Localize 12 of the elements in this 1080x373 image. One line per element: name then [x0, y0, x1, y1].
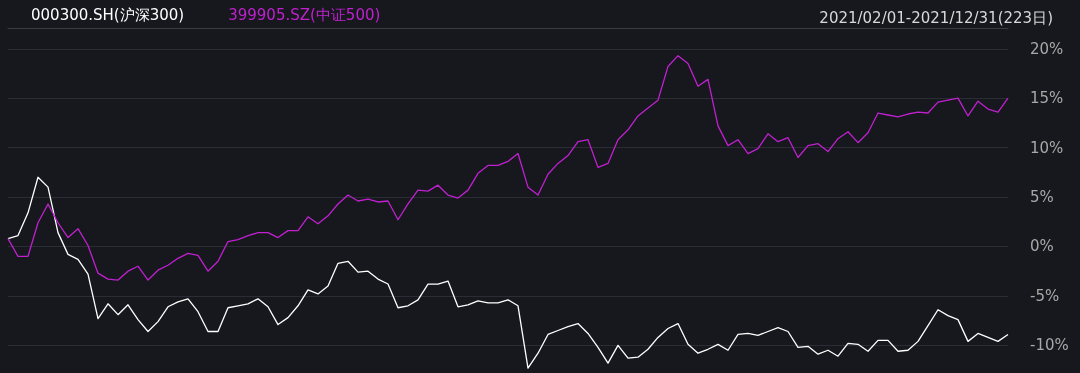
line-series — [7, 176, 1009, 369]
y-tick-label: 0% — [1030, 237, 1054, 256]
y-tick-label: -5% — [1030, 286, 1060, 305]
line-series — [7, 55, 1009, 281]
y-tick-label: 5% — [1030, 188, 1054, 207]
chart-title: 2021/02/01-2021/12/31(223日) — [819, 8, 1054, 27]
text: 000300.SH(沪深300) — [31, 5, 185, 24]
y-tick-label: -10% — [1030, 336, 1069, 355]
text: 399905.SZ(中证500) — [228, 5, 381, 24]
y-tick-label: 20% — [1030, 39, 1064, 58]
y-tick-label: 15% — [1030, 89, 1064, 108]
y-tick-label: 10% — [1030, 138, 1064, 157]
